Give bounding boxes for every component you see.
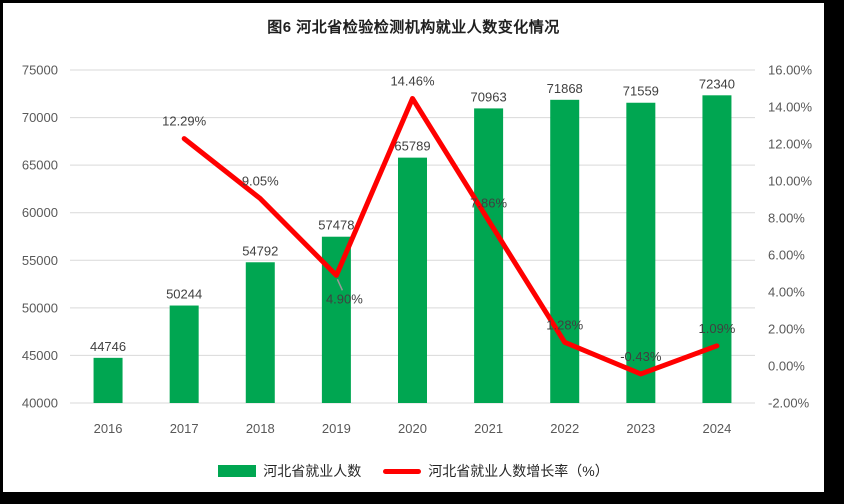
legend-item-growth-rate: 河北省就业人数增长率（%） (383, 461, 609, 481)
legend-bar-swatch-icon (218, 465, 257, 477)
left-axis-tick-label: 65000 (22, 158, 58, 173)
combo-chart-plot-area: 75000 70000 65000 60000 55000 50000 45000 40000… (22, 63, 813, 437)
right-axis-tick-label: 10.00% (768, 174, 813, 189)
bar-value-label: 54792 (242, 243, 278, 258)
employment-bar (245, 262, 275, 403)
x-axis-tick-label: 2020 (398, 421, 427, 436)
bar-value-label: 57478 (318, 218, 354, 233)
left-axis-tick-label: 45000 (22, 348, 58, 363)
right-axis-tick-label: 0.00% (768, 359, 805, 374)
employment-bar (702, 95, 732, 404)
growth-point-label: 14.46% (390, 73, 435, 88)
right-axis-tick-label: 4.00% (768, 285, 805, 300)
left-axis-tick-label: 40000 (22, 396, 58, 411)
bar-value-label: 44746 (90, 339, 126, 354)
employment-bar (398, 157, 427, 403)
legend-label-growth-rate: 河北省就业人数增长率（%） (428, 463, 609, 479)
bar-value-label: 71868 (547, 81, 583, 96)
employment-bar (169, 305, 199, 403)
right-axis-tick-label: 2.00% (768, 322, 805, 337)
x-axis-tick-label: 2017 (170, 421, 199, 436)
x-axis-tick-label: 2016 (94, 421, 123, 436)
bar-value-label: 71559 (623, 84, 659, 99)
right-axis-tick-label: 12.00% (768, 137, 813, 152)
growth-rate-line (181, 95, 720, 377)
bar-value-label: 65789 (394, 139, 430, 154)
right-axis-tick-label: 8.00% (768, 211, 805, 226)
growth-point-label: 1.28% (546, 317, 583, 332)
chart-title: 图6 河北省检验检测机构就业人数变化情况 (267, 19, 560, 36)
left-axis-tick-label: 75000 (22, 63, 58, 78)
right-axis-tick-label: 14.00% (768, 100, 813, 115)
growth-point-label: -0.43% (620, 349, 662, 364)
growth-point-label: 12.29% (162, 114, 207, 129)
bar-value-label: 50244 (166, 287, 202, 302)
bar-value-label: 72340 (699, 76, 735, 91)
x-axis-tick-label: 2023 (626, 421, 655, 436)
employment-bar (626, 102, 656, 404)
chart-legend: 河北省就业人数 河北省就业人数增长率（%） (3, 461, 824, 481)
legend-line-swatch-icon (383, 468, 422, 474)
x-axis-tick-label: 2022 (550, 421, 579, 436)
legend-item-employment: 河北省就业人数 (218, 461, 361, 481)
right-axis-tick-label: 6.00% (768, 248, 805, 263)
x-axis-tick-label: 2021 (474, 421, 503, 436)
growth-point-label: 1.09% (699, 321, 736, 336)
x-axis-tick-label: 2024 (702, 421, 731, 436)
left-axis-tick-label: 55000 (22, 253, 58, 268)
growth-point-label: 4.90% (326, 291, 363, 306)
label-leader-line (336, 279, 344, 291)
x-axis-tick-label: 2018 (246, 421, 275, 436)
x-axis-tick-label: 2019 (322, 421, 351, 436)
bar-value-label: 70963 (471, 89, 507, 104)
right-axis-tick-label: -2.00% (768, 396, 810, 411)
employment-bar (474, 108, 504, 403)
growth-point-label: 9.05% (242, 174, 279, 189)
employment-bar (93, 357, 123, 403)
left-axis-tick-label: 60000 (22, 205, 58, 220)
left-axis-tick-label: 50000 (22, 300, 58, 315)
right-axis-tick-label: 16.00% (768, 63, 813, 78)
employment-bar (550, 99, 580, 404)
legend-label-employment: 河北省就业人数 (263, 463, 362, 479)
growth-point-label: 7.86% (470, 196, 507, 211)
left-axis-tick-label: 70000 (22, 110, 58, 125)
